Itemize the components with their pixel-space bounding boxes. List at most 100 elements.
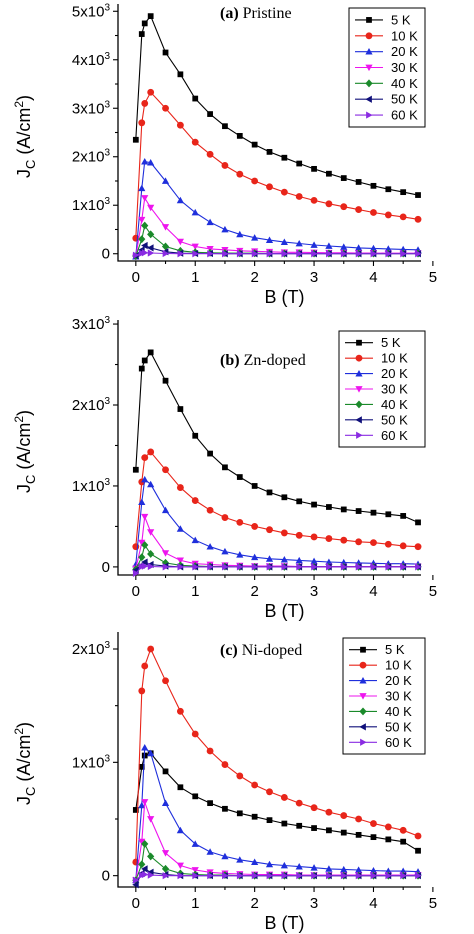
data-point — [384, 245, 392, 252]
data-point — [138, 801, 146, 809]
data-point — [340, 175, 347, 181]
data-point — [207, 250, 214, 258]
series-5k — [132, 13, 421, 198]
y-tick-label: 0 — [102, 246, 110, 263]
series-line — [135, 873, 418, 881]
x-tick-label: 0 — [132, 895, 140, 912]
data-point — [326, 827, 332, 834]
x-tick-label: 5 — [429, 583, 437, 600]
data-point — [310, 533, 318, 541]
legend-marker — [355, 369, 363, 377]
data-point — [141, 744, 149, 751]
x-tick-label: 2 — [250, 583, 258, 600]
data-point — [161, 864, 170, 873]
series-10k — [132, 88, 422, 242]
data-point — [147, 249, 155, 257]
data-point — [370, 820, 377, 827]
data-point — [147, 13, 154, 20]
legend-label: 30 K — [385, 689, 412, 704]
data-point — [340, 563, 348, 571]
y-tick-label: 5x103 — [72, 2, 111, 20]
data-point — [147, 871, 155, 879]
x-tick-label: 3 — [310, 269, 318, 286]
data-point — [176, 707, 184, 715]
series-50k — [132, 865, 421, 889]
data-point — [399, 542, 407, 550]
x-tick-label: 4 — [369, 895, 377, 912]
series-line — [135, 752, 419, 852]
data-point — [355, 206, 363, 214]
data-point — [400, 563, 407, 571]
data-point — [355, 508, 362, 514]
series-line — [135, 351, 419, 523]
series-line — [135, 801, 418, 881]
series-line — [135, 15, 419, 196]
series-10k — [132, 645, 422, 866]
legend-marker — [355, 386, 363, 393]
data-point — [141, 157, 149, 165]
data-point — [191, 840, 199, 847]
data-point — [138, 763, 145, 770]
y-tick-label: 2x103 — [72, 148, 111, 166]
data-point — [147, 749, 155, 757]
data-point — [311, 250, 318, 258]
x-axis-title: B (T) — [265, 287, 305, 307]
data-point — [311, 501, 317, 508]
series-line — [135, 565, 418, 574]
x-tick-label: 0 — [132, 269, 140, 286]
data-point — [138, 539, 146, 547]
data-point — [147, 158, 155, 166]
data-point — [280, 238, 288, 245]
data-point — [325, 808, 333, 816]
data-point — [385, 186, 392, 193]
data-point — [385, 872, 392, 880]
data-point — [415, 872, 422, 880]
data-point — [236, 250, 244, 258]
data-point — [266, 563, 274, 571]
series-line — [135, 647, 419, 863]
y-tick-label: 1x103 — [72, 196, 111, 214]
x-tick-label: 1 — [191, 895, 199, 912]
legend-marker — [360, 738, 367, 746]
data-point — [206, 506, 214, 514]
data-point — [400, 838, 407, 845]
data-point — [266, 489, 273, 496]
data-point — [177, 872, 184, 880]
legend-label: 5 K — [381, 335, 401, 350]
data-point — [340, 203, 348, 211]
legend-marker — [365, 48, 373, 55]
data-point — [266, 788, 273, 796]
legend-marker — [365, 64, 373, 72]
data-point — [385, 250, 392, 258]
data-point — [191, 208, 199, 216]
data-point — [141, 20, 148, 27]
legend-marker — [359, 676, 367, 684]
panel-title: (a) Pristine — [220, 5, 292, 22]
data-point — [280, 861, 288, 869]
data-point — [340, 243, 348, 250]
data-point — [340, 536, 348, 544]
data-point — [355, 563, 363, 571]
series-5k — [132, 750, 421, 854]
legend-marker — [365, 79, 373, 88]
axes-frame — [117, 4, 421, 262]
data-point — [295, 863, 303, 870]
x-axis-title: B (T) — [265, 601, 305, 621]
series-60k — [132, 562, 422, 577]
data-point — [265, 236, 274, 244]
data-point — [340, 829, 347, 836]
x-tick-label: 4 — [369, 583, 377, 600]
data-point — [138, 184, 146, 192]
data-point — [141, 249, 149, 257]
data-point — [296, 250, 303, 258]
data-point — [207, 450, 213, 457]
data-point — [296, 822, 303, 829]
data-point — [355, 538, 363, 546]
data-point — [384, 211, 392, 219]
data-point — [132, 807, 139, 813]
data-point — [251, 523, 259, 530]
data-point — [325, 200, 333, 208]
data-point — [221, 852, 229, 860]
legend-marker — [359, 661, 367, 669]
data-point — [340, 872, 348, 880]
